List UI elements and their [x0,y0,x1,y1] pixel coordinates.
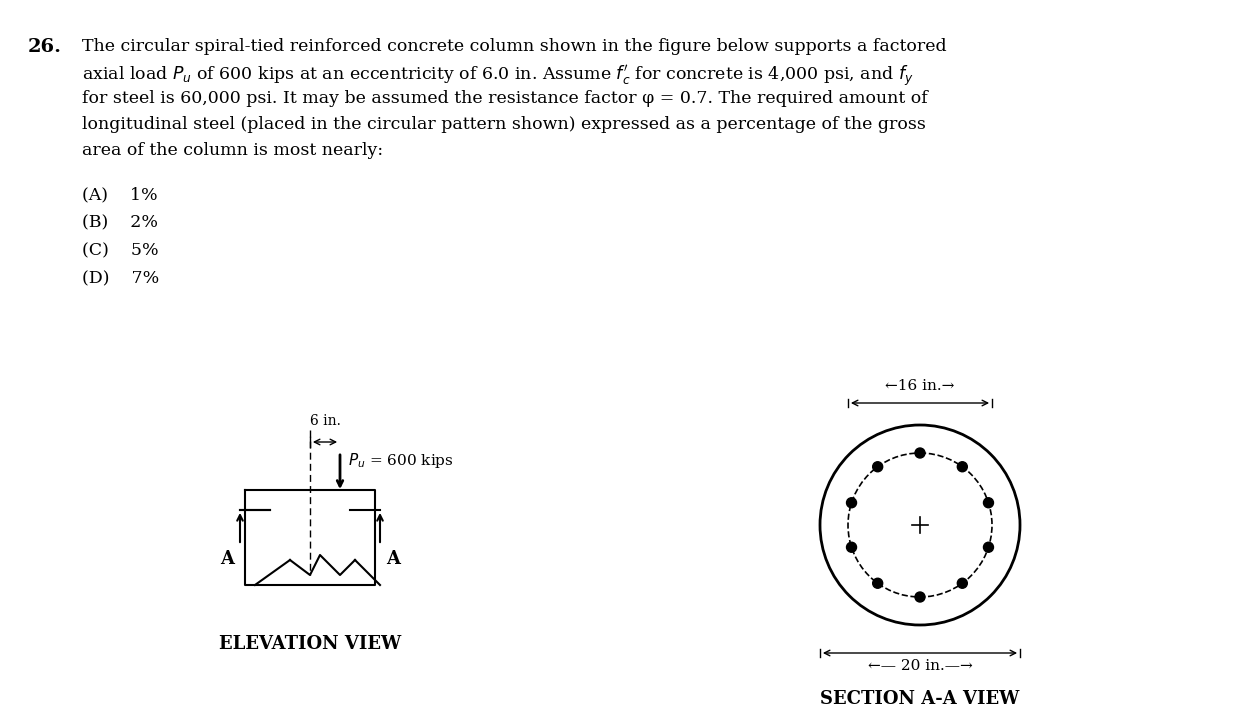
Text: (A)    1%: (A) 1% [82,186,158,203]
Text: The circular spiral-tied reinforced concrete column shown in the figure below su: The circular spiral-tied reinforced conc… [82,38,947,55]
Text: for steel is 60,000 psi. It may be assumed the resistance factor φ = 0.7. The re: for steel is 60,000 psi. It may be assum… [82,90,928,107]
Text: area of the column is most nearly:: area of the column is most nearly: [82,142,383,159]
Text: (D)    7%: (D) 7% [82,270,159,287]
Circle shape [983,498,993,507]
Circle shape [872,578,882,588]
Text: longitudinal steel (placed in the circular pattern shown) expressed as a percent: longitudinal steel (placed in the circul… [82,116,926,133]
Text: SECTION A-A VIEW: SECTION A-A VIEW [820,690,1019,708]
Circle shape [957,462,967,472]
Text: axial load $P_u$ of 600 kips at an eccentricity of 6.0 in. Assume $f_c^{\prime}$: axial load $P_u$ of 600 kips at an eccen… [82,64,913,90]
Text: A: A [386,550,400,568]
Circle shape [957,578,967,588]
Text: ←16 in.→: ←16 in.→ [886,379,954,393]
Circle shape [915,592,925,602]
Text: (B)    2%: (B) 2% [82,214,158,231]
Text: ←— 20 in.—→: ←— 20 in.—→ [867,659,972,673]
Text: 26.: 26. [27,38,62,56]
Circle shape [872,462,882,472]
Text: 6 in.: 6 in. [309,414,340,428]
Text: ELEVATION VIEW: ELEVATION VIEW [219,635,401,653]
Circle shape [846,498,856,507]
Circle shape [983,542,993,553]
Text: A: A [221,550,234,568]
Text: $P_u$ = 600 kips: $P_u$ = 600 kips [348,451,454,470]
Circle shape [846,542,856,553]
Text: (C)    5%: (C) 5% [82,242,158,259]
Circle shape [915,448,925,458]
